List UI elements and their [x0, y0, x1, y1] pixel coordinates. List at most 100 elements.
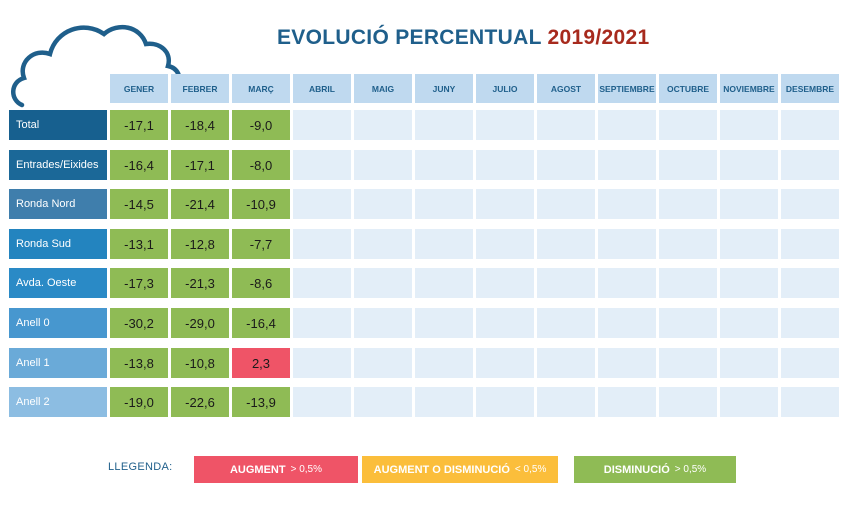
empty-cell: [720, 110, 778, 140]
empty-cell: [781, 308, 839, 338]
empty-cell: [781, 150, 839, 180]
empty-cell: [781, 348, 839, 378]
row-label: Anell 0: [9, 308, 107, 338]
empty-cell: [415, 308, 473, 338]
empty-cell: [659, 268, 717, 298]
empty-cell: [293, 110, 351, 140]
value-cell: -17,3: [110, 268, 168, 298]
month-header: AGOST: [537, 74, 595, 103]
legend-item: DISMINUCIÓ > 0,5%: [574, 456, 736, 483]
month-header: SEPTIEMBRE: [598, 74, 656, 103]
row-label: Ronda Nord: [9, 189, 107, 219]
empty-cell: [537, 268, 595, 298]
empty-cell: [537, 308, 595, 338]
empty-cell: [537, 150, 595, 180]
empty-cell: [659, 308, 717, 338]
empty-cell: [720, 189, 778, 219]
legend-item-label: AUGMENT O DISMINUCIÓ: [373, 463, 510, 476]
value-cell: -18,4: [171, 110, 229, 140]
title-main: EVOLUCIÓ PERCENTUAL: [277, 26, 542, 49]
month-header: JUNY: [415, 74, 473, 103]
empty-cell: [354, 387, 412, 417]
row-label: Anell 2: [9, 387, 107, 417]
empty-cell: [293, 189, 351, 219]
empty-cell: [659, 348, 717, 378]
empty-cell: [415, 110, 473, 140]
empty-cell: [537, 387, 595, 417]
row-label: Avda. Oeste: [9, 268, 107, 298]
empty-cell: [781, 229, 839, 259]
empty-cell: [476, 229, 534, 259]
value-cell: -8,6: [232, 268, 290, 298]
empty-cell: [293, 308, 351, 338]
value-cell: -21,4: [171, 189, 229, 219]
value-cell: -12,8: [171, 229, 229, 259]
empty-cell: [476, 387, 534, 417]
row-label: Total: [9, 110, 107, 140]
month-header: NOVIEMBRE: [720, 74, 778, 103]
empty-cell: [354, 110, 412, 140]
value-cell: -17,1: [171, 150, 229, 180]
empty-cell: [415, 387, 473, 417]
empty-cell: [537, 189, 595, 219]
empty-cell: [720, 387, 778, 417]
empty-cell: [293, 268, 351, 298]
empty-cell: [354, 308, 412, 338]
empty-cell: [476, 308, 534, 338]
empty-cell: [415, 150, 473, 180]
empty-cell: [354, 268, 412, 298]
empty-cell: [476, 110, 534, 140]
legend-item: AUGMENT O DISMINUCIÓ < 0,5%: [362, 456, 558, 483]
empty-cell: [659, 189, 717, 219]
value-cell: -7,7: [232, 229, 290, 259]
value-cell: -29,0: [171, 308, 229, 338]
value-cell: -8,0: [232, 150, 290, 180]
value-cell: -13,9: [232, 387, 290, 417]
empty-cell: [720, 348, 778, 378]
value-cell: -13,8: [110, 348, 168, 378]
page-title: EVOLUCIÓ PERCENTUAL 2019/2021: [0, 26, 845, 50]
value-cell: -19,0: [110, 387, 168, 417]
month-header: MAIG: [354, 74, 412, 103]
empty-cell: [598, 308, 656, 338]
value-cell: -10,9: [232, 189, 290, 219]
value-cell: -9,0: [232, 110, 290, 140]
value-cell: -21,3: [171, 268, 229, 298]
value-cell: -16,4: [232, 308, 290, 338]
empty-cell: [293, 229, 351, 259]
empty-cell: [598, 189, 656, 219]
value-cell: -16,4: [110, 150, 168, 180]
title-year: 2019/2021: [547, 26, 650, 49]
empty-cell: [476, 150, 534, 180]
empty-cell: [720, 150, 778, 180]
legend-item-label: DISMINUCIÓ: [603, 463, 670, 476]
value-cell: -17,1: [110, 110, 168, 140]
row-label: Entrades/Eixides: [9, 150, 107, 180]
value-cell: -22,6: [171, 387, 229, 417]
empty-cell: [598, 110, 656, 140]
empty-cell: [476, 348, 534, 378]
legend-item-condition: > 0,5%: [674, 464, 707, 475]
empty-cell: [537, 348, 595, 378]
empty-cell: [659, 229, 717, 259]
row-label: Anell 1: [9, 348, 107, 378]
empty-cell: [293, 348, 351, 378]
value-cell: 2,3: [232, 348, 290, 378]
month-header: DESEMBRE: [781, 74, 839, 103]
empty-cell: [537, 110, 595, 140]
empty-cell: [781, 387, 839, 417]
empty-cell: [720, 308, 778, 338]
month-header: JULIO: [476, 74, 534, 103]
legend-item-label: AUGMENT: [229, 463, 286, 476]
empty-cell: [354, 150, 412, 180]
value-cell: -14,5: [110, 189, 168, 219]
empty-cell: [354, 189, 412, 219]
value-cell: -10,8: [171, 348, 229, 378]
empty-cell: [415, 268, 473, 298]
month-header: ABRIL: [293, 74, 351, 103]
value-cell: -30,2: [110, 308, 168, 338]
legend-item-condition: > 0,5%: [290, 464, 323, 475]
empty-cell: [720, 229, 778, 259]
empty-cell: [293, 387, 351, 417]
month-header: FEBRER: [171, 74, 229, 103]
